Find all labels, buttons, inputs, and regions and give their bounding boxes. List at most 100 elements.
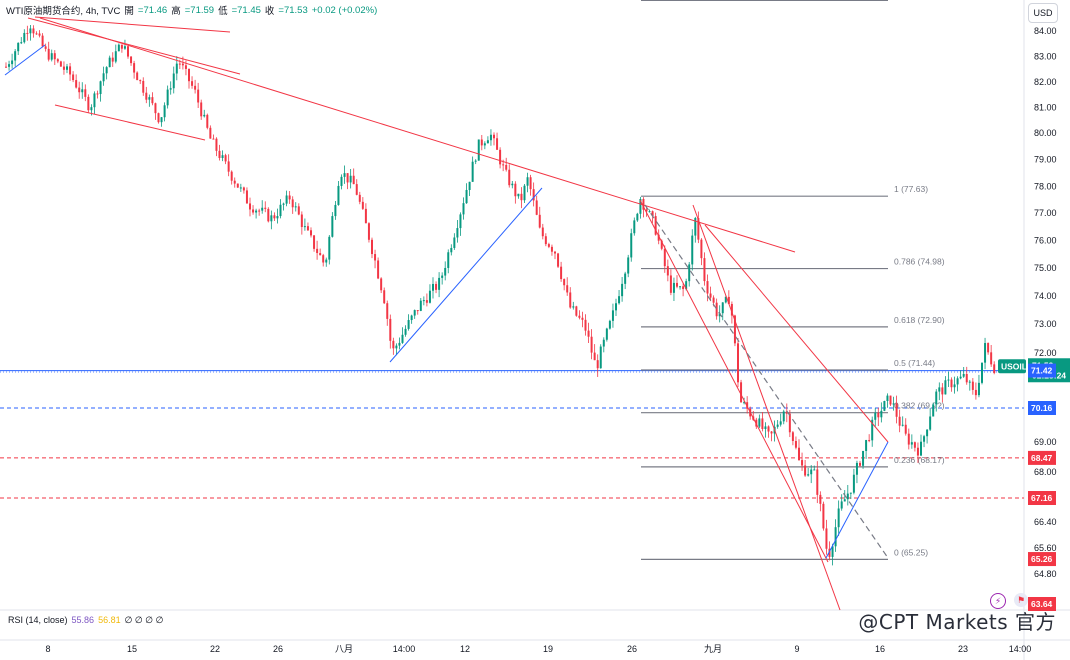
low-label: 低 <box>218 6 228 17</box>
candle-body <box>282 203 285 205</box>
candle-body <box>990 352 993 365</box>
x-tick-label: 9 <box>794 644 799 654</box>
candle-body <box>706 281 709 294</box>
candle-body <box>785 411 788 414</box>
candle-body <box>84 89 87 97</box>
candle-body <box>599 346 602 369</box>
candle-body <box>474 160 477 162</box>
candle-body <box>361 201 364 209</box>
flag-icon[interactable]: ⚑ <box>1014 593 1028 607</box>
candle-body <box>90 107 93 111</box>
candle-body <box>541 227 544 237</box>
candle-body <box>953 384 956 388</box>
candle-body <box>480 139 483 146</box>
candle-body <box>590 336 593 353</box>
candle-body <box>355 184 358 195</box>
candle-body <box>636 213 639 221</box>
candle-body <box>337 185 340 205</box>
candle-body <box>810 469 813 475</box>
fib-level-label: 0.618 (72.90) <box>894 315 945 325</box>
rsi-ma-value: 56.81 <box>98 615 121 625</box>
candle-body <box>313 235 316 249</box>
candle-body <box>38 33 41 36</box>
price-level-badge <box>1028 363 1056 378</box>
candle-body <box>700 239 703 259</box>
high-label: 高 <box>171 6 181 17</box>
candle-body <box>294 206 297 208</box>
candle-body <box>242 187 245 191</box>
candle-body <box>630 233 633 258</box>
candle-body <box>889 395 892 405</box>
candle-body <box>993 364 996 373</box>
candle-body <box>737 343 739 383</box>
trendline-red <box>27 17 241 75</box>
candle-body <box>435 283 438 290</box>
candle-body <box>883 400 886 411</box>
candle-body <box>380 278 383 291</box>
candle-body <box>230 171 233 181</box>
candle-body <box>868 440 871 442</box>
candle-body <box>520 193 523 201</box>
candle-body <box>932 404 935 417</box>
y-tick-label: 65.60 <box>1034 543 1057 553</box>
open-label: 開 <box>124 6 134 17</box>
candle-body <box>941 387 944 395</box>
candle-body <box>62 66 65 70</box>
rsi-label[interactable]: RSI (14, close) <box>8 615 68 625</box>
candle-body <box>56 59 59 62</box>
candle-body <box>767 426 770 432</box>
candle-body <box>291 199 294 208</box>
symbol-title[interactable]: WTI原油期货合约, 4h, TVC <box>6 6 121 17</box>
candle-body <box>496 138 499 150</box>
candle-body <box>239 187 242 189</box>
candle-body <box>377 260 380 279</box>
candle-body <box>950 379 953 388</box>
candle-body <box>798 447 800 461</box>
candle-body <box>935 391 938 405</box>
candle-body <box>285 195 288 204</box>
candle-body <box>895 403 898 417</box>
candle-body <box>538 214 541 228</box>
candle-body <box>395 345 398 349</box>
lightning-icon[interactable]: ⚡ <box>990 593 1006 609</box>
candle-body <box>511 183 514 186</box>
candle-body <box>587 330 590 337</box>
candle-body <box>212 138 215 140</box>
trendline-red <box>54 104 206 141</box>
y-tick-label: 73.00 <box>1034 319 1057 329</box>
fib-level-label: 0 (65.25) <box>894 547 928 557</box>
candle-body <box>724 296 727 303</box>
x-tick-label: 22 <box>210 644 220 654</box>
candle-body <box>547 244 550 247</box>
x-tick-label: 九月 <box>704 644 722 654</box>
candle-body <box>645 209 648 212</box>
candle-body <box>416 310 419 312</box>
candle-body <box>849 492 852 494</box>
candle-body <box>459 214 462 229</box>
candle-body <box>743 402 746 404</box>
candle-body <box>898 416 901 426</box>
candle-body <box>404 328 407 335</box>
fib-level-label: 1 (77.63) <box>894 184 928 194</box>
candle-body <box>489 134 492 141</box>
candle-body <box>965 373 968 383</box>
candle-body <box>96 93 99 95</box>
candle-body <box>322 255 325 263</box>
close-value: =71.53 <box>278 4 308 16</box>
candle-body <box>828 548 831 557</box>
candle-body <box>358 194 361 202</box>
candle-body <box>316 248 319 254</box>
candle-body <box>971 381 974 390</box>
candle-body <box>328 236 331 260</box>
candle-body <box>428 290 431 303</box>
symbol-badge <box>998 359 1026 374</box>
candle-body <box>50 53 53 60</box>
candle-body <box>727 296 730 304</box>
candle-body <box>608 320 611 329</box>
candle-body <box>386 303 389 319</box>
currency-button[interactable]: USD <box>1028 3 1058 23</box>
candle-body <box>791 432 794 442</box>
price-level-badge <box>1028 597 1056 611</box>
candle-body <box>648 211 651 213</box>
